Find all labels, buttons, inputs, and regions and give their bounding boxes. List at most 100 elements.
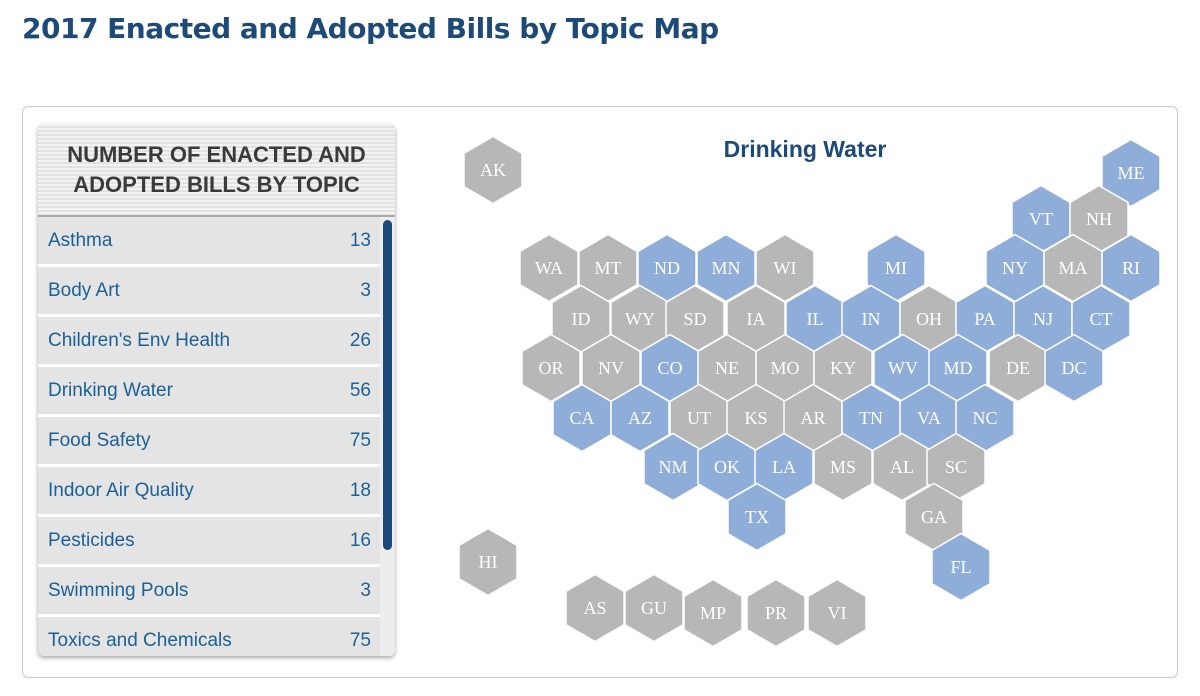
state-hex-ct[interactable]: CT [1071,284,1131,354]
state-code-label: TN [859,408,883,428]
state-code-label: KY [830,358,856,378]
state-hex-shape[interactable] [807,578,867,648]
state-hex-nd[interactable]: ND [637,233,697,303]
state-hex-shape[interactable] [813,432,873,502]
state-code-label: IL [807,309,824,329]
state-hex-nc[interactable]: NC [955,383,1015,453]
state-code-label: GU [641,598,667,618]
state-hex-tx[interactable]: TX [727,482,787,552]
topic-count: 3 [360,580,371,601]
topic-item-drinking-water[interactable]: Drinking Water 56 [38,367,380,417]
state-hex-wa[interactable]: WA [519,233,579,303]
state-code-label: DE [1006,358,1030,378]
state-hex-shape[interactable] [519,233,579,303]
state-hex-vi[interactable]: VI [807,578,867,648]
state-hex-la[interactable]: LA [754,432,814,502]
state-code-label: NM [658,457,687,477]
state-code-label: OH [916,309,942,329]
state-code-label: WI [774,258,797,278]
state-code-label: ID [572,309,591,329]
topic-item-body-art[interactable]: Body Art 3 [38,267,380,317]
state-hex-sd[interactable]: SD [665,284,725,354]
state-code-label: MO [770,358,799,378]
topic-item-children-s-env-health[interactable]: Children's Env Health 26 [38,317,380,367]
topic-list-scrollbar[interactable] [380,217,395,656]
topic-count: 75 [349,630,371,651]
state-hex-wy[interactable]: WY [610,284,670,354]
state-hex-shape[interactable] [1101,233,1161,303]
state-code-label: GA [921,507,947,527]
topic-item-food-safety[interactable]: Food Safety 75 [38,417,380,467]
state-hex-shape[interactable] [1044,333,1104,403]
state-hex-dc[interactable]: DC [1044,333,1104,403]
state-hex-mi[interactable]: MI [866,233,926,303]
state-code-label: WY [625,309,655,329]
state-hex-or[interactable]: OR [521,333,581,403]
state-hex-al[interactable]: AL [872,432,932,502]
state-hex-shape[interactable] [746,578,806,648]
state-code-label: VT [1029,209,1053,229]
topic-panel-title: NUMBER OF ENACTED AND ADOPTED BILLS BY T… [67,141,366,197]
topic-item-indoor-air-quality[interactable]: Indoor Air Quality 18 [38,467,380,517]
scrollbar-thumb[interactable] [383,220,392,550]
topic-item-swimming-pools[interactable]: Swimming Pools 3 [38,567,380,617]
state-code-label: MI [885,258,907,278]
state-hex-fl[interactable]: FL [931,532,991,602]
state-hex-mp[interactable]: MP [683,578,743,648]
state-hex-shape[interactable] [610,383,670,453]
state-hex-gu[interactable]: GU [624,573,684,643]
state-hex-mt[interactable]: MT [578,233,638,303]
state-hex-ga[interactable]: GA [904,482,964,552]
topic-label: Body Art [48,280,120,301]
state-code-label: MT [595,258,622,278]
state-hex-shape[interactable] [931,532,991,602]
state-hex-wi[interactable]: WI [755,233,815,303]
state-hex-az[interactable]: AZ [610,383,670,453]
state-code-label: MA [1058,258,1087,278]
state-hex-ky[interactable]: KY [813,333,873,403]
topic-item-asthma[interactable]: Asthma 13 [38,217,380,267]
state-hex-id[interactable]: ID [551,284,611,354]
topic-label: Asthma [48,230,113,251]
state-hex-shape[interactable] [551,284,611,354]
state-code-label: IN [862,309,881,329]
topic-panel: NUMBER OF ENACTED AND ADOPTED BILLS BY T… [38,124,395,656]
state-hex-hi[interactable]: HI [458,527,518,597]
state-code-label: VI [828,603,847,623]
state-hex-shape[interactable] [624,573,684,643]
state-code-label: NC [972,408,997,428]
state-code-label: NV [598,358,624,378]
state-hex-shape[interactable] [696,233,756,303]
state-hex-as[interactable]: AS [565,573,625,643]
state-code-label: HI [479,552,498,572]
state-hex-mn[interactable]: MN [696,233,756,303]
state-code-label: DC [1061,358,1086,378]
state-hex-me[interactable]: ME [1101,138,1161,208]
state-code-label: NJ [1033,309,1053,329]
topic-label: Pesticides [48,530,135,551]
topic-count: 56 [349,380,371,401]
state-code-label: PR [765,603,787,623]
state-hex-shape[interactable] [727,482,787,552]
state-hex-ms[interactable]: MS [813,432,873,502]
state-hex-ut[interactable]: UT [669,383,729,453]
state-hex-ak[interactable]: AK [463,135,523,205]
state-hex-shape[interactable] [565,573,625,643]
state-code-label: NY [1002,258,1028,278]
state-hex-ri[interactable]: RI [1101,233,1161,303]
state-hex-shape[interactable] [1101,138,1161,208]
topic-label: Drinking Water [48,380,173,401]
state-code-label: MD [943,358,972,378]
state-code-label: ND [654,258,680,278]
state-hex-shape[interactable] [458,527,518,597]
topic-item-toxics-and-chemicals[interactable]: Toxics and Chemicals 75 [38,617,380,656]
state-hex-shape[interactable] [521,333,581,403]
topic-item-pesticides[interactable]: Pesticides 16 [38,517,380,567]
topic-label: Children's Env Health [48,330,231,351]
state-hex-pr[interactable]: PR [746,578,806,648]
state-code-label: MP [700,603,726,623]
state-hex-in[interactable]: IN [841,284,901,354]
state-hex-shape[interactable] [463,135,523,205]
state-hex-shape[interactable] [683,578,743,648]
topic-count: 13 [349,230,371,251]
